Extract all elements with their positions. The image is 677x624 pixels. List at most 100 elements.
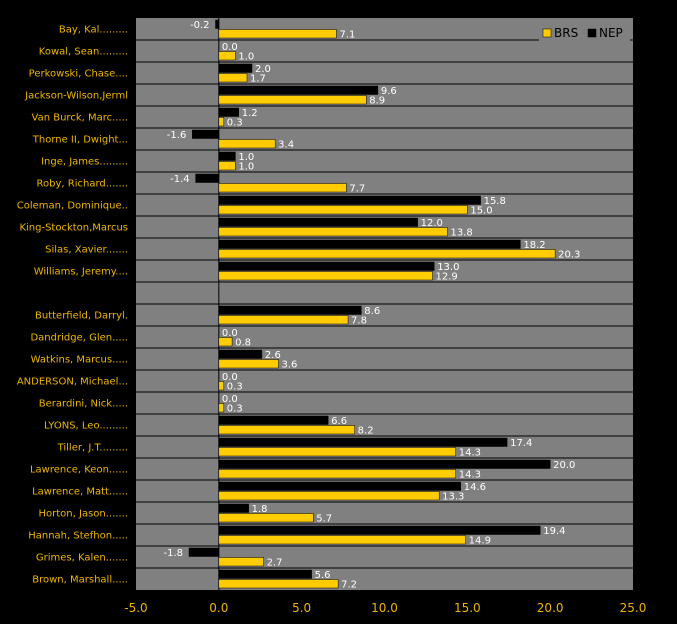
value-label-nep: 15.8: [484, 196, 506, 207]
category-label: Lawrence, Matt......: [32, 487, 128, 498]
value-label-brs: 8.9: [369, 96, 385, 107]
value-label-brs: 2.7: [267, 558, 283, 569]
value-label-nep: 17.4: [510, 438, 532, 449]
legend-label-nep: NEP: [599, 26, 623, 40]
category-label: Bay, Kal.........: [59, 25, 128, 36]
bar-nep: [218, 569, 312, 579]
category-label: Tiller, J.T.........: [57, 443, 128, 454]
value-label-nep: 0.0: [222, 328, 238, 339]
bar-brs: [218, 161, 236, 171]
bar-brs: [218, 381, 225, 391]
value-label-brs: 3.6: [281, 360, 297, 371]
category-label: Dandridge, Glen.....: [30, 333, 128, 344]
value-label-brs: 13.3: [442, 492, 464, 503]
bar-nep: [218, 305, 362, 315]
bar-brs: [218, 579, 339, 589]
bar-brs: [218, 557, 264, 567]
value-label-brs: 1.0: [238, 52, 254, 63]
category-label: Lawrence, Keon......: [30, 465, 128, 476]
bar-nep: [218, 437, 508, 447]
value-label-brs: 13.8: [450, 228, 472, 239]
value-label-nep: 6.6: [331, 416, 347, 427]
x-axis-ticks: -5.0 0.0 5.0 10.0 15.0 20.0 25.0: [124, 601, 646, 615]
bar-nep: [218, 459, 551, 469]
category-label: Butterfield, Darryl.: [35, 311, 128, 322]
value-label-nep: 19.4: [543, 526, 565, 537]
value-label-nep: 1.8: [252, 504, 268, 515]
category-label: King-Stockton,Marcus: [19, 223, 128, 234]
value-label-brs: 0.3: [227, 118, 243, 129]
category-label: LYONS, Leo.........: [44, 421, 128, 432]
value-label-brs: 0.3: [227, 382, 243, 393]
bar-brs: [218, 425, 355, 435]
value-label-brs: 7.7: [349, 184, 365, 195]
bar-nep: [218, 85, 379, 95]
value-label-nep: 2.0: [255, 64, 271, 75]
bar-brs: [218, 227, 448, 237]
x-tick-label: 0.0: [209, 601, 228, 615]
category-label: Brown, Marshall.....: [32, 575, 128, 586]
value-label-nep: 14.6: [464, 482, 486, 493]
bar-nep: [218, 107, 239, 117]
value-label-brs: 14.3: [459, 448, 481, 459]
category-label: Kowal, Sean.........: [39, 47, 128, 58]
bar-nep: [218, 239, 521, 249]
legend-swatch-nep: [587, 28, 597, 38]
category-label: Roby, Richard.......: [37, 179, 128, 190]
x-tick-label: 25.0: [620, 601, 647, 615]
bar-brs: [218, 337, 233, 347]
category-label: Watkins, Marcus.....: [31, 355, 128, 366]
bar-brs: [218, 73, 248, 83]
value-label-nep: 0.0: [222, 394, 238, 405]
value-label-brs: 1.0: [238, 162, 254, 173]
value-label-brs: 12.9: [436, 272, 458, 283]
x-tick-label: 5.0: [292, 601, 311, 615]
bar-nep: [218, 195, 481, 205]
bar-brs: [218, 513, 314, 523]
category-label: Inge, James.........: [41, 157, 128, 168]
value-label-brs: 7.1: [339, 30, 355, 41]
bar-brs: [218, 117, 225, 127]
value-label-nep: 9.6: [381, 86, 397, 97]
bar-brs: [218, 469, 456, 479]
value-label-nep: -1.6: [167, 130, 187, 141]
bar-nep: [218, 503, 249, 513]
bar-nep: [188, 547, 220, 557]
value-label-brs: 14.9: [469, 536, 491, 547]
value-label-brs: 8.2: [358, 426, 374, 437]
category-label: Jackson-Wilson,Jerml: [24, 91, 128, 102]
bar-nep: [192, 129, 220, 139]
legend-label-brs: BRS: [554, 26, 578, 40]
bar-nep: [218, 415, 329, 425]
bar-brs: [218, 535, 466, 545]
value-labels: -0.27.10.01.02.01.79.68.91.20.3-1.63.41.…: [163, 20, 580, 591]
category-labels: Bay, Kal......... Kowal, Sean......... Per…: [17, 25, 128, 586]
bar-nep: [218, 63, 253, 73]
value-label-nep: -1.4: [170, 174, 190, 185]
value-label-brs: 20.3: [558, 250, 580, 261]
bar-nep: [218, 525, 541, 535]
category-label: Perkowski, Chase....: [29, 69, 128, 80]
category-label: Grimes, Kalen.......: [36, 553, 128, 564]
x-tick-label: 20.0: [537, 601, 564, 615]
bar-brs: [218, 271, 433, 281]
x-tick-label: -5.0: [124, 601, 147, 615]
bar-brs: [218, 359, 279, 369]
value-label-brs: 5.7: [316, 514, 332, 525]
bar-brs: [218, 205, 468, 215]
bar-nep: [218, 151, 236, 161]
bar-nep: [218, 481, 461, 491]
legend-box: [539, 24, 630, 42]
bar-nep: [218, 261, 435, 271]
bar-brs: [218, 183, 347, 193]
category-label: Coleman, Dominique..: [17, 201, 128, 212]
value-label-brs: 15.0: [470, 206, 492, 217]
legend: BRS NEP: [539, 24, 630, 42]
value-label-nep: 13.0: [437, 262, 459, 273]
category-label: Van Burck, Marc.....: [32, 113, 128, 124]
value-label-nep: 1.0: [238, 152, 254, 163]
value-label-nep: 12.0: [421, 218, 443, 229]
bar-brs: [218, 139, 276, 149]
